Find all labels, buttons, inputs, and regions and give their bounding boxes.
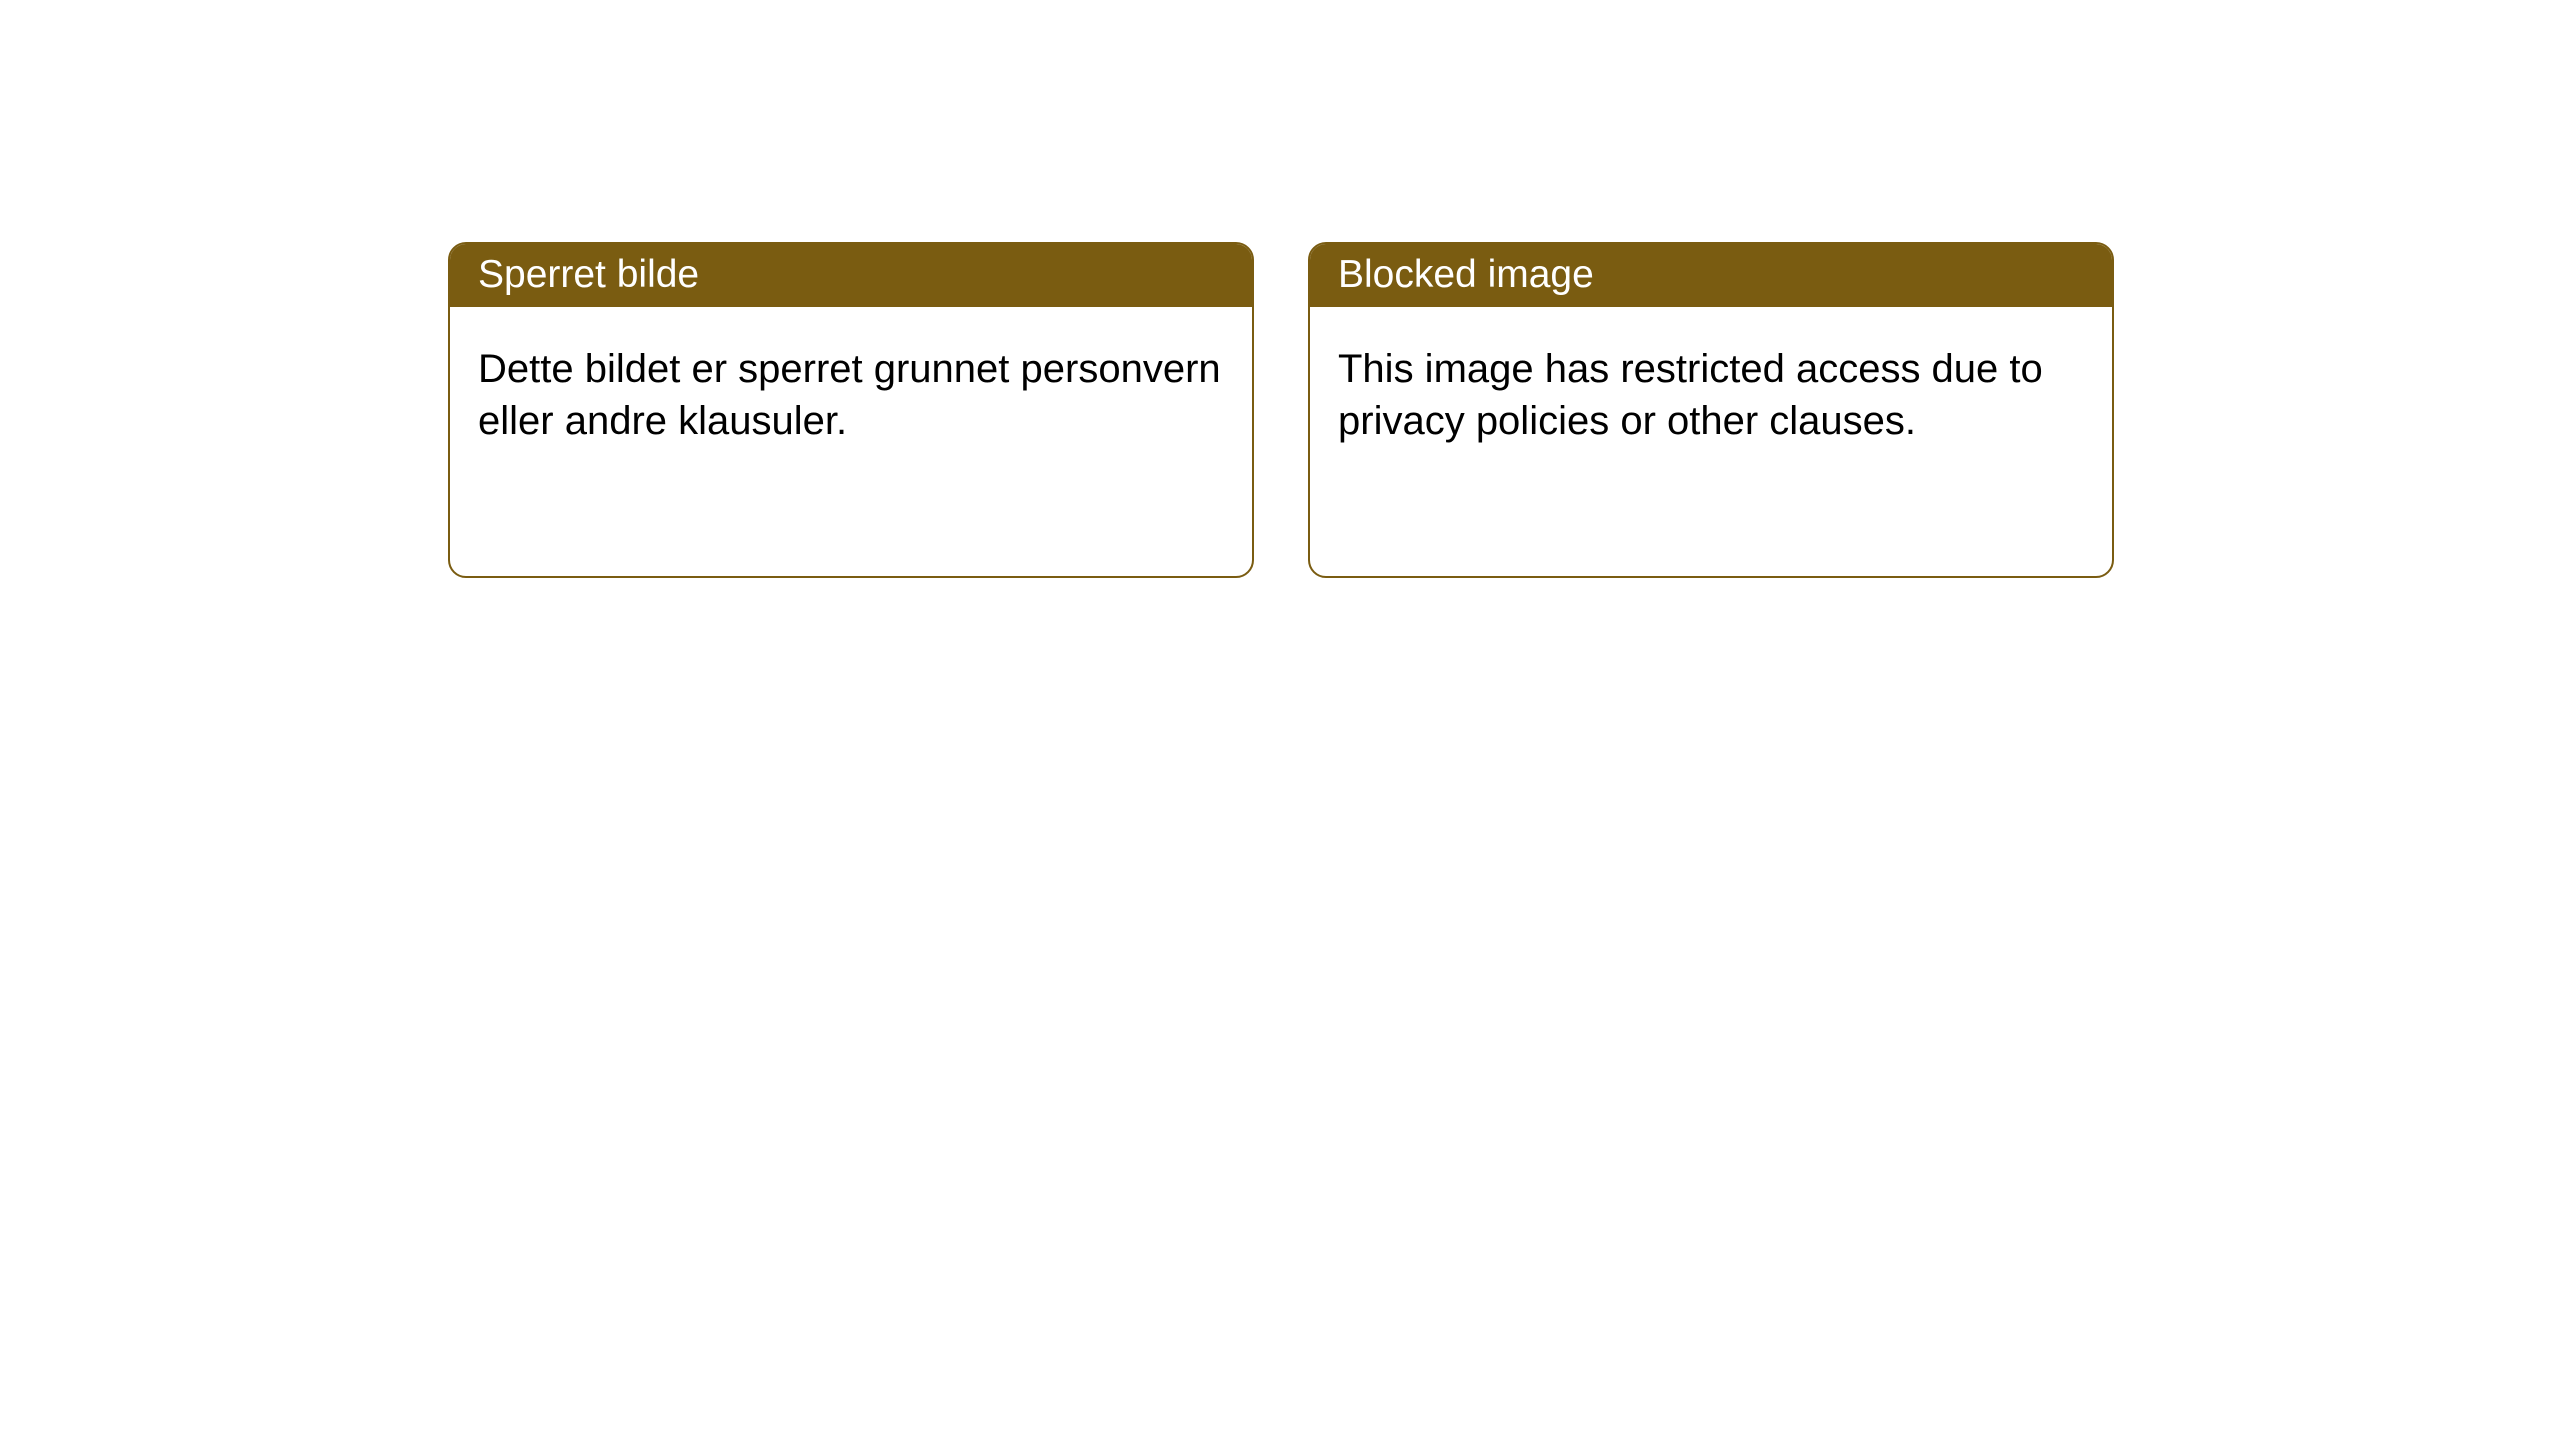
card-header-no: Sperret bilde	[450, 244, 1252, 307]
blocked-image-card-en: Blocked image This image has restricted …	[1308, 242, 2114, 578]
blocked-image-card-no: Sperret bilde Dette bildet er sperret gr…	[448, 242, 1254, 578]
notice-cards-container: Sperret bilde Dette bildet er sperret gr…	[0, 0, 2560, 578]
card-header-en: Blocked image	[1310, 244, 2112, 307]
card-body-no: Dette bildet er sperret grunnet personve…	[450, 307, 1252, 483]
card-body-en: This image has restricted access due to …	[1310, 307, 2112, 483]
